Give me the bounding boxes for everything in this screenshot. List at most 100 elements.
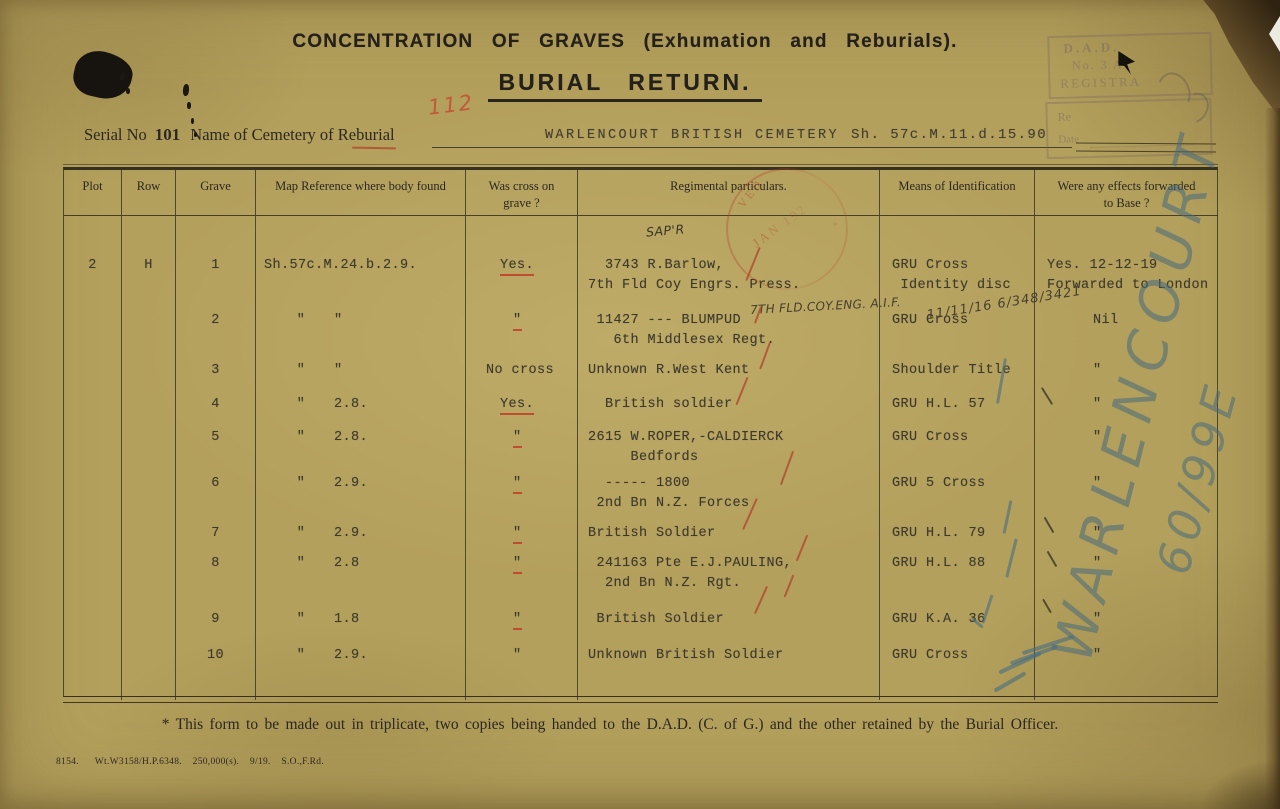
cemetery-label: Name of Cemetery of Reburial <box>190 125 395 144</box>
cell-effects: " <box>1035 392 1218 425</box>
cell-grave: 3 <box>176 358 256 392</box>
serial-line: Serial No 101 Name of Cemetery of Reburial <box>84 125 395 145</box>
torn-edge-notch <box>1269 16 1280 52</box>
cell-grave: 5 <box>176 425 256 471</box>
footnote-text: This form to be made out in triplicate, … <box>175 716 1059 733</box>
red-underline-serial <box>351 146 397 150</box>
cell-cross: " <box>466 551 578 607</box>
corner-stamp-line: REGISTRA <box>1060 74 1142 91</box>
table-row: 6 " 2.9. " ----- 1800 2nd Bn N.Z. Forces … <box>64 471 1217 521</box>
means-value: GRU K.A. 36 <box>892 612 986 627</box>
page-right-edge <box>1265 108 1280 809</box>
cell-regimental: 11427 --- BLUMPUD 6th Middlesex Regt. <box>578 308 880 358</box>
cross-value: " <box>513 612 522 630</box>
cell-regimental: British soldier <box>578 392 880 425</box>
regimental-value: Unknown British Soldier <box>588 648 784 663</box>
regimental-value: Unknown R.West Kent <box>588 363 750 378</box>
cell-map-reference: " 2.8 <box>256 551 466 607</box>
effects-value: " <box>1093 648 1102 663</box>
cell-plot <box>64 358 122 392</box>
map-coord: 2.8. <box>334 430 369 445</box>
cell-plot <box>64 607 122 643</box>
regimental-value: 241163 Pte E.J.PAULING, 2nd Bn N.Z. Rgt. <box>596 556 793 591</box>
cell-row <box>122 308 176 358</box>
map-ditto: " <box>296 313 306 328</box>
cell-effects: " <box>1035 471 1218 521</box>
page-bottom-right-shadow <box>1200 759 1280 809</box>
cell-map-reference: " 2.8. <box>256 425 466 471</box>
table-row: 8 " 2.8 " 241163 Pte E.J.PAULING, 2nd Bn … <box>64 551 1217 607</box>
table-row: 10 " 2.9. " Unknown British Soldier GRU C… <box>64 643 1217 700</box>
cell-means: GRU Cross <box>880 425 1035 471</box>
means-value: GRU Cross <box>892 648 969 663</box>
cross-value: " <box>513 313 522 331</box>
cell-cross: " <box>466 643 578 700</box>
cross-value: " <box>513 430 522 448</box>
map-ditto: " <box>296 476 306 491</box>
serial-number: 101 <box>154 125 181 144</box>
cell-cross: No cross <box>466 358 578 392</box>
cell-row <box>122 643 176 700</box>
cell-means: Shoulder Title <box>880 358 1035 392</box>
cell-effects: " <box>1035 551 1218 607</box>
cell-cross: Yes. <box>466 216 578 308</box>
effects-value: " <box>1093 476 1102 491</box>
header-means: Means of Identification <box>880 170 1035 216</box>
cell-map-reference: " " <box>256 308 466 358</box>
cell-effects: " <box>1035 521 1218 551</box>
effects-value: Nil <box>1093 313 1119 328</box>
cell-cross: " <box>466 308 578 358</box>
effects-value: " <box>1093 556 1102 571</box>
table-header-row: Plot Row Grave Map Reference where body … <box>64 170 1218 216</box>
cell-grave: 10 <box>176 643 256 700</box>
cell-map-reference: " " <box>256 358 466 392</box>
table-row: 2 " " " 11427 --- BLUMPUD 6th Middlesex R… <box>64 308 1217 358</box>
cell-plot <box>64 643 122 700</box>
cell-effects: Yes. 12-12-19 Forwarded to London <box>1035 216 1218 308</box>
cell-cross: " <box>466 425 578 471</box>
cell-row <box>122 521 176 551</box>
map-ditto: " <box>296 526 306 541</box>
print-code: 8154. Wt.W3158/H.P.6348. 250,000(s). 9/1… <box>56 757 325 767</box>
cell-row <box>122 425 176 471</box>
cell-plot <box>64 425 122 471</box>
received-stamp: VED JAN 192 * <box>726 168 848 290</box>
cemetery-name: WARLENCOURT BRITISH CEMETERY <box>545 128 840 143</box>
cell-map-reference: " 2.9. <box>256 521 466 551</box>
received-stamp-star: * <box>832 220 839 232</box>
effects-value: " <box>1093 526 1102 541</box>
cell-effects: " <box>1035 643 1218 700</box>
cell-map-reference: Sh.57c.M.24.b.2.9. <box>256 216 466 308</box>
map-coord: 2.8 <box>334 556 360 571</box>
cell-row <box>122 471 176 521</box>
cell-means: GRU K.A. 36 <box>880 607 1035 643</box>
cell-row <box>122 392 176 425</box>
corner-stamp-line: Date <box>1058 133 1080 146</box>
form-subtitle-wrap: BURIAL RETURN. <box>0 69 1250 102</box>
map-coord: 2.9. <box>334 526 369 541</box>
map-coord: " <box>334 363 343 378</box>
cross-value: Yes. <box>500 258 535 276</box>
table-row: 4 " 2.8. Yes. British soldier GRU H.L. 57… <box>64 392 1217 425</box>
corner-stamp-line: Re <box>1057 109 1072 124</box>
cell-cross: Yes. <box>466 392 578 425</box>
table-row: 7 " 2.9. " British Soldier GRU H.L. 79 " <box>64 521 1217 551</box>
cross-value: No cross <box>486 363 555 378</box>
means-value: GRU H.L. 88 <box>892 556 986 571</box>
cell-regimental: ----- 1800 2nd Bn N.Z. Forces <box>578 471 880 521</box>
cell-means: GRU H.L. 57 <box>880 392 1035 425</box>
effects-value: " <box>1093 430 1102 445</box>
cell-plot <box>64 392 122 425</box>
cell-row <box>122 607 176 643</box>
cell-grave: 2 <box>176 308 256 358</box>
cell-plot <box>64 471 122 521</box>
ink-speck <box>187 102 191 109</box>
serial-underline <box>432 147 1072 148</box>
ink-speck <box>191 118 194 124</box>
map-ditto: " <box>296 430 306 445</box>
regimental-value: ----- 1800 2nd Bn N.Z. Forces <box>596 476 750 511</box>
cell-regimental: Unknown British Soldier <box>578 643 880 700</box>
means-value: GRU Cross <box>892 430 969 445</box>
cell-regimental: 2615 W.ROPER,-CALDIERCK Bedfords <box>578 425 880 471</box>
